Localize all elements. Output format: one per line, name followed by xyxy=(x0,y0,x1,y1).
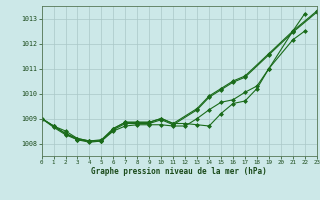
X-axis label: Graphe pression niveau de la mer (hPa): Graphe pression niveau de la mer (hPa) xyxy=(91,167,267,176)
